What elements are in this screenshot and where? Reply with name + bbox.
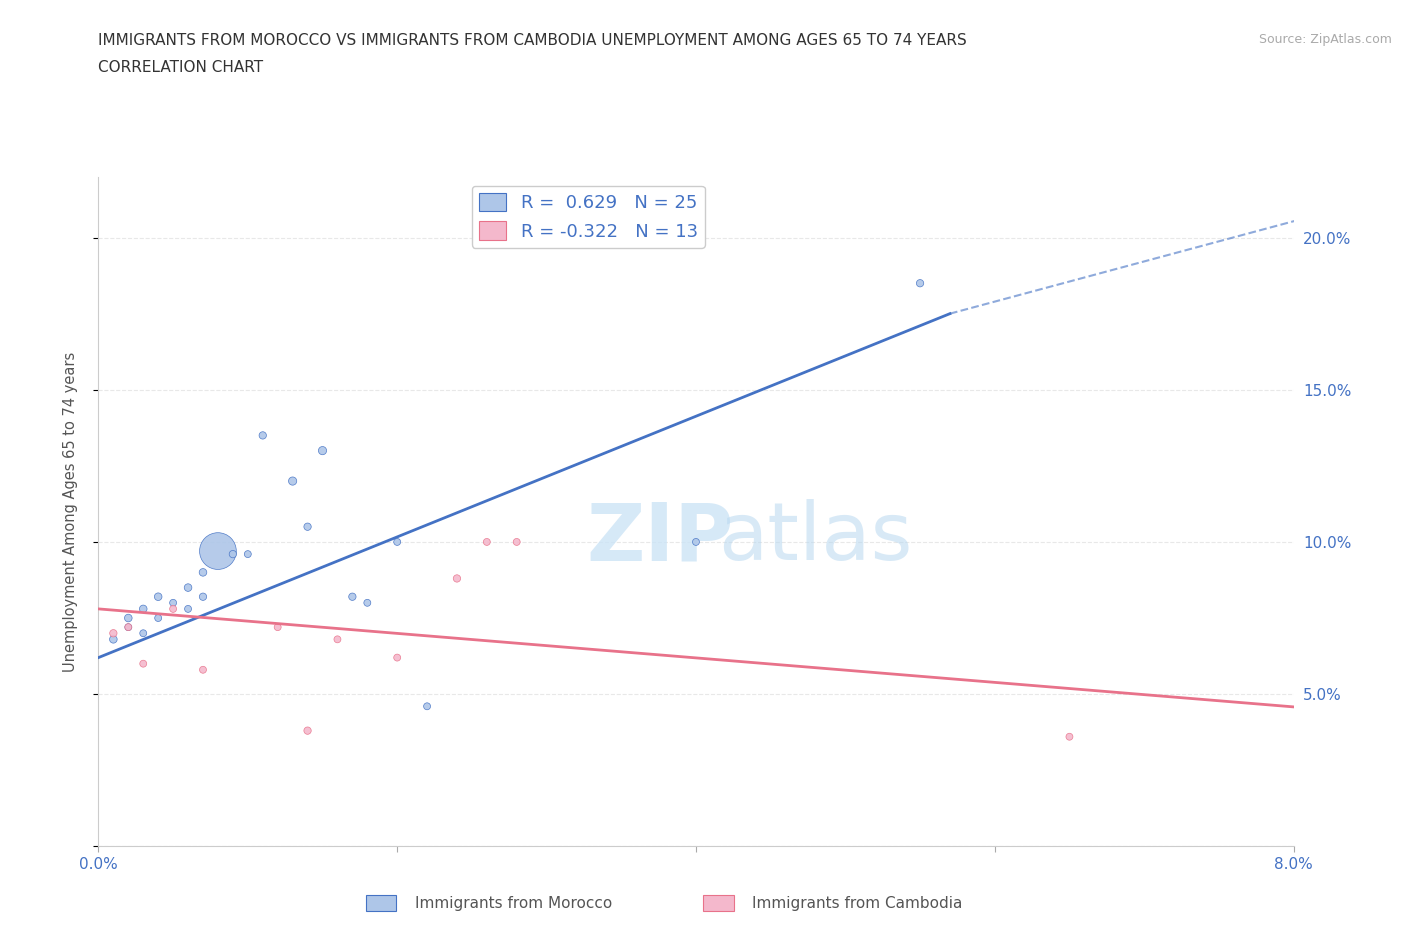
Point bbox=[356, 595, 378, 610]
Y-axis label: Unemployment Among Ages 65 to 74 years: Unemployment Among Ages 65 to 74 years bbox=[63, 352, 77, 671]
Point bbox=[446, 571, 468, 586]
Text: IMMIGRANTS FROM MOROCCO VS IMMIGRANTS FROM CAMBODIA UNEMPLOYMENT AMONG AGES 65 T: IMMIGRANTS FROM MOROCCO VS IMMIGRANTS FR… bbox=[98, 33, 967, 47]
Point bbox=[342, 590, 364, 604]
Point bbox=[117, 619, 139, 634]
Point bbox=[222, 547, 245, 562]
Point bbox=[191, 565, 214, 579]
Point bbox=[385, 650, 409, 665]
Point bbox=[177, 602, 200, 617]
Point bbox=[506, 535, 529, 550]
Text: Immigrants from Cambodia: Immigrants from Cambodia bbox=[752, 896, 963, 910]
Point bbox=[103, 631, 125, 646]
Point bbox=[103, 626, 125, 641]
Point bbox=[177, 580, 200, 595]
Text: ZIP: ZIP bbox=[586, 499, 734, 578]
Point bbox=[297, 724, 319, 738]
Point bbox=[908, 276, 931, 291]
Point bbox=[162, 595, 184, 610]
Point bbox=[191, 590, 214, 604]
Text: atlas: atlas bbox=[718, 499, 912, 578]
Point bbox=[475, 535, 498, 550]
Point bbox=[385, 535, 409, 550]
Legend: R =  0.629   N = 25, R = -0.322   N = 13: R = 0.629 N = 25, R = -0.322 N = 13 bbox=[472, 186, 704, 248]
Point bbox=[685, 535, 707, 550]
Point bbox=[162, 602, 184, 617]
Point bbox=[148, 590, 170, 604]
Point bbox=[416, 698, 439, 713]
Point bbox=[252, 428, 274, 443]
Point bbox=[191, 662, 214, 677]
Point bbox=[1059, 729, 1081, 744]
Point bbox=[326, 631, 349, 646]
Point bbox=[148, 611, 170, 626]
Point bbox=[297, 519, 319, 534]
Point bbox=[132, 602, 155, 617]
Point bbox=[311, 444, 333, 458]
Point bbox=[267, 619, 290, 634]
Point bbox=[117, 619, 139, 634]
Point bbox=[281, 473, 304, 488]
Text: Immigrants from Morocco: Immigrants from Morocco bbox=[415, 896, 612, 910]
Point bbox=[132, 657, 155, 671]
Text: Source: ZipAtlas.com: Source: ZipAtlas.com bbox=[1258, 33, 1392, 46]
Point bbox=[207, 544, 229, 559]
Point bbox=[117, 611, 139, 626]
Point bbox=[132, 626, 155, 641]
Text: CORRELATION CHART: CORRELATION CHART bbox=[98, 60, 263, 75]
Point bbox=[236, 547, 259, 562]
